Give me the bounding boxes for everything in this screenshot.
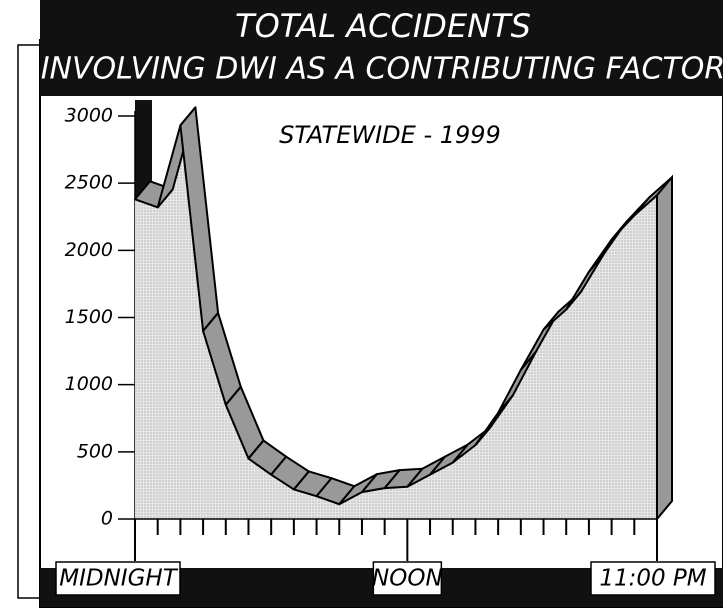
x-tick-label: MIDNIGHT xyxy=(59,566,178,592)
side-face xyxy=(656,174,673,522)
x-label-box xyxy=(590,561,716,596)
bracket xyxy=(17,44,40,599)
header-band xyxy=(40,0,723,96)
chart-subtitle: INVOLVING DWI AS A CONTRIBUTING FACTOR xyxy=(41,52,723,87)
y-tick-label: 3000 xyxy=(65,105,113,127)
chart-title: TOTAL ACCIDENTS xyxy=(235,7,531,45)
x-tick-label: 11:00 PM xyxy=(599,566,706,592)
y-tick-label: 2000 xyxy=(65,239,113,261)
x-tick-label: NOON xyxy=(372,566,443,592)
annotation: STATEWIDE - 1999 xyxy=(279,121,501,149)
back-wall-edge xyxy=(135,100,152,200)
y-tick-label: 0 xyxy=(101,508,113,530)
x-label-box xyxy=(372,561,443,596)
x-label-box xyxy=(55,561,181,596)
y-tick-label: 1000 xyxy=(65,373,113,395)
area xyxy=(135,125,657,520)
y-tick-label: 1500 xyxy=(65,306,113,328)
y-tick-label: 500 xyxy=(77,440,113,462)
y-tick-label: 2500 xyxy=(65,172,113,194)
